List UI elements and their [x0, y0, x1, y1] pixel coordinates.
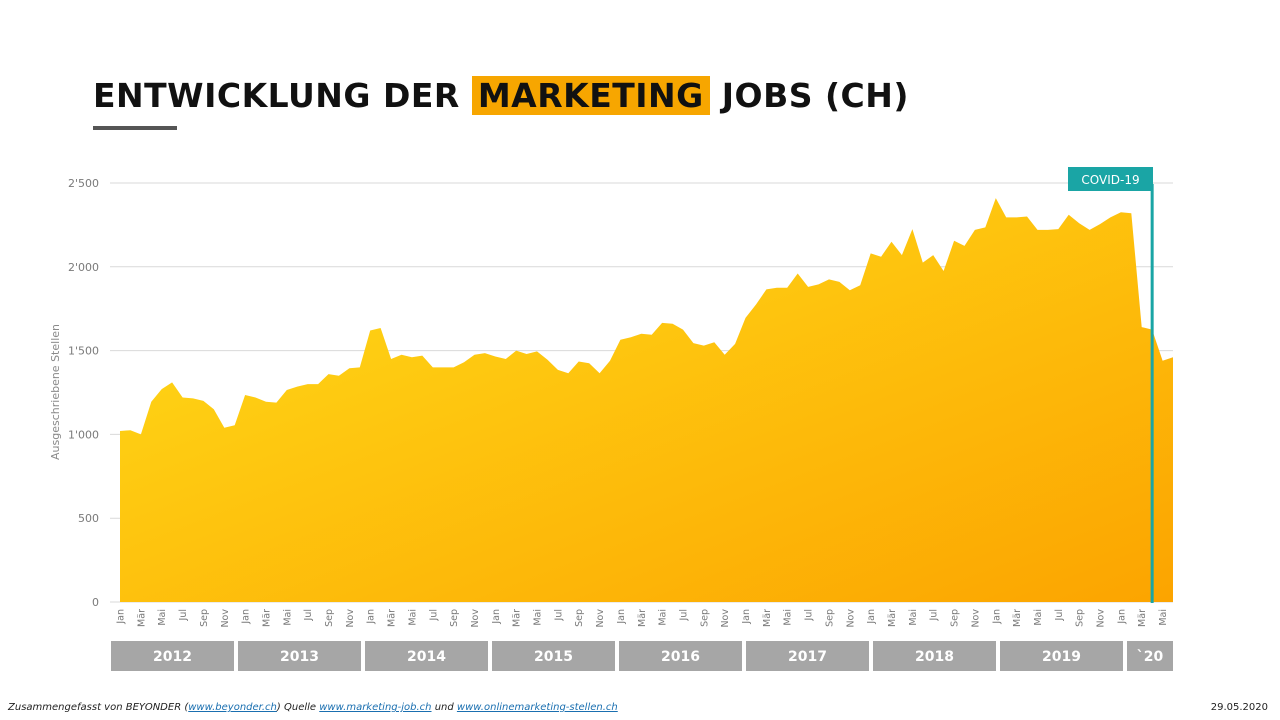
footer-date: 29.05.2020: [1210, 702, 1268, 713]
year-box: [365, 641, 488, 671]
month-label: Mai: [658, 609, 669, 626]
month-label: Mär: [637, 609, 648, 627]
month-label: Nov: [220, 609, 231, 628]
month-label: Sep: [699, 609, 710, 627]
year-label: 2019: [1042, 649, 1081, 665]
link-beyonder[interactable]: www.beyonder.ch: [188, 702, 277, 713]
year-label: 2013: [280, 649, 319, 665]
month-label: Jul: [804, 609, 815, 621]
title-highlight: MARKETING: [471, 76, 710, 115]
y-tick-labels: 0 500 1'000 1'500 2'000 2'500: [68, 177, 99, 609]
y-tick-label: 1'500: [68, 345, 99, 358]
month-label: Jul: [929, 609, 940, 621]
month-label: Nov: [720, 609, 731, 628]
month-label: Sep: [950, 609, 961, 627]
month-label: Nov: [595, 609, 606, 628]
footer-prefix: Zusammengefasst von BEYONDER (: [8, 702, 189, 713]
year-box: [1000, 641, 1123, 671]
month-label: Jan: [741, 609, 752, 625]
month-label: Jan: [616, 609, 627, 625]
year-boxes: 2012 2013 2014 2015 2016 2017 2018 2019 `20: [111, 641, 1173, 671]
jobs-area-chart: 0 500 1'000 1'500 2'000 2'500 Ausgeschriebene…: [49, 167, 1173, 671]
year-label: 2012: [153, 649, 192, 665]
month-label: Mai: [157, 609, 168, 626]
month-label: Jan: [491, 609, 502, 625]
year-label: 2015: [534, 649, 573, 665]
month-label: Mär: [887, 609, 898, 627]
y-tick-label: 2'500: [68, 177, 99, 190]
month-label: Mai: [908, 609, 919, 626]
month-label: Jan: [991, 609, 1002, 625]
month-label: Mai: [282, 609, 293, 626]
month-label: Mai: [1033, 609, 1044, 626]
link-marketing-job[interactable]: www.marketing-job.ch: [319, 702, 432, 713]
month-label: Jan: [241, 609, 252, 625]
month-label: Jan: [1116, 609, 1127, 625]
month-label: Mär: [512, 609, 523, 627]
month-label: Jul: [428, 609, 439, 621]
footer-mid: ) Quelle: [276, 702, 320, 713]
month-label: Mai: [783, 609, 794, 626]
year-box: [492, 641, 615, 671]
y-axis-label: Ausgeschriebene Stellen: [49, 324, 62, 460]
month-label: Mär: [1137, 609, 1148, 627]
title-after: JOBS (CH): [721, 76, 909, 115]
month-label: Sep: [574, 609, 585, 627]
y-tick-label: 2'000: [68, 261, 99, 274]
year-label: 2016: [661, 649, 700, 665]
title-underline: [93, 126, 177, 130]
y-tick-label: 1'000: [68, 428, 99, 441]
month-label: Mär: [387, 609, 398, 627]
year-box: [873, 641, 996, 671]
year-label: 2017: [788, 649, 827, 665]
area-series: [120, 198, 1173, 602]
month-label: Mai: [533, 609, 544, 626]
x-month-labels: Jan Mär Mai Jul Sep Nov Jan Mär Mai Jul Sep Nov Jan M…: [116, 609, 1170, 628]
month-label: Sep: [199, 609, 210, 627]
month-label: Jan: [866, 609, 877, 625]
month-label: Sep: [449, 609, 460, 627]
y-tick-label: 0: [92, 596, 99, 609]
year-label: 2018: [915, 649, 954, 665]
title-block: ENTWICKLUNG DER MARKETING JOBS (CH): [93, 74, 909, 118]
month-label: Mai: [407, 609, 418, 626]
year-box: [111, 641, 234, 671]
month-label: Mär: [136, 609, 147, 627]
month-label: Mär: [1012, 609, 1023, 627]
footer-source: Zusammengefasst von BEYONDER (www.beyond…: [8, 702, 618, 713]
month-label: Nov: [345, 609, 356, 628]
area-fill: [120, 198, 1173, 602]
month-label: Nov: [845, 609, 856, 628]
month-label: Jul: [553, 609, 564, 621]
month-label: Nov: [970, 609, 981, 628]
month-label: Mär: [262, 609, 273, 627]
year-label: `20: [1137, 649, 1164, 665]
year-box: [1127, 641, 1173, 671]
month-label: Jan: [366, 609, 377, 625]
month-label: Jan: [116, 609, 127, 625]
month-label: Mär: [762, 609, 773, 627]
link-onlinemarketing-stellen[interactable]: www.onlinemarketing-stellen.ch: [456, 702, 618, 713]
title-before: ENTWICKLUNG DER: [93, 76, 460, 115]
covid-marker: COVID-19: [1068, 167, 1154, 603]
month-label: Jul: [178, 609, 189, 621]
year-label: 2014: [407, 649, 446, 665]
page-title: ENTWICKLUNG DER MARKETING JOBS (CH): [93, 74, 909, 118]
month-label: Jul: [1054, 609, 1065, 621]
month-label: Nov: [1096, 609, 1107, 628]
month-label: Sep: [1075, 609, 1086, 627]
covid-label: COVID-19: [1081, 173, 1139, 187]
month-label: Sep: [324, 609, 335, 627]
month-label: Mai: [1158, 609, 1169, 626]
y-tick-label: 500: [78, 512, 99, 525]
month-label: Sep: [825, 609, 836, 627]
covid-label-box: [1068, 167, 1153, 191]
year-box: [619, 641, 742, 671]
year-box: [238, 641, 361, 671]
footer-und: und: [431, 702, 457, 713]
month-label: Nov: [470, 609, 481, 628]
month-label: Jul: [679, 609, 690, 621]
year-box: [746, 641, 869, 671]
month-label: Jul: [303, 609, 314, 621]
